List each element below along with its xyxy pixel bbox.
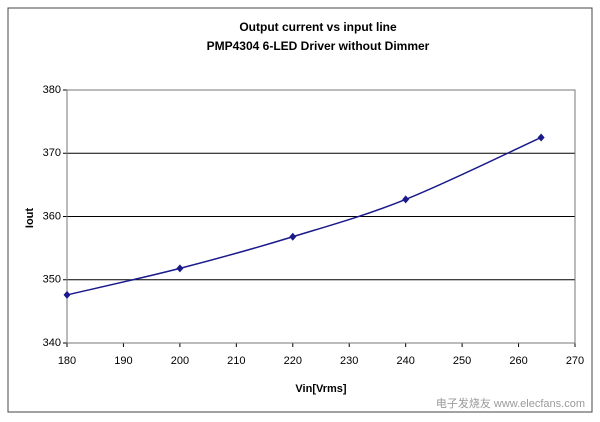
marker <box>63 290 71 299</box>
x-tick-label: 190 <box>114 355 132 367</box>
watermark: 电子发烧友 www.elecfans.com <box>436 396 585 410</box>
y-axis-label: Iout <box>24 208 36 228</box>
x-tick-label: 180 <box>58 355 76 367</box>
chart-frame <box>7 7 593 413</box>
x-tick-label: 200 <box>171 355 189 367</box>
chart-subtitle: PMP4304 6-LED Driver without Dimmer <box>207 39 430 53</box>
x-tick-label: 240 <box>396 355 414 367</box>
chart-title: Output current vs input line <box>239 20 397 34</box>
x-tick-label: 250 <box>453 355 471 367</box>
marker <box>289 232 297 241</box>
x-tick-label: 230 <box>340 355 358 367</box>
marker <box>176 264 184 273</box>
plot-area <box>66 89 576 344</box>
y-tick-label: 340 <box>43 337 61 349</box>
x-tick-label: 220 <box>284 355 302 367</box>
marker <box>537 133 545 142</box>
x-tick-label: 260 <box>509 355 527 367</box>
x-axis-label: Vin[Vrms] <box>295 383 346 395</box>
y-tick-label: 350 <box>43 274 61 286</box>
x-tick-label: 210 <box>227 355 245 367</box>
y-tick-label: 370 <box>43 147 61 159</box>
y-tick-label: 380 <box>43 84 61 96</box>
marker <box>402 195 410 204</box>
y-tick-label: 360 <box>43 210 61 222</box>
x-tick-label: 270 <box>566 355 584 367</box>
